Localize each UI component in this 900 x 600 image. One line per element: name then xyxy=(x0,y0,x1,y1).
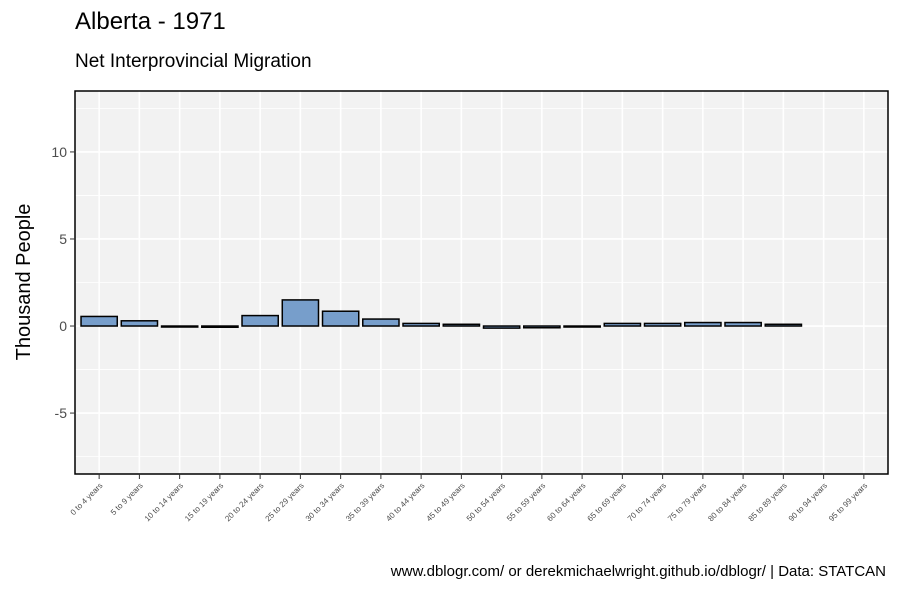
x-tick-label: 5 to 9 years xyxy=(109,481,145,517)
bar-0 xyxy=(80,315,119,327)
x-tick-label: 55 to 59 years xyxy=(505,481,547,523)
x-tick-label: 10 to 14 years xyxy=(143,481,185,523)
bar-2 xyxy=(160,325,199,328)
x-tick-label: 75 to 79 years xyxy=(666,481,708,523)
bar-6 xyxy=(321,310,360,327)
x-tick-label: 90 to 94 years xyxy=(787,481,829,523)
x-tick-label: 35 to 39 years xyxy=(344,481,386,523)
x-tick-label: 0 to 4 years xyxy=(69,481,105,517)
bar-3 xyxy=(201,325,239,328)
y-tick-label: 0 xyxy=(59,318,67,334)
y-tick-label: 5 xyxy=(59,231,67,247)
bar-17 xyxy=(764,323,803,327)
bar-12 xyxy=(563,325,601,328)
bar-1 xyxy=(120,320,159,327)
y-tick-label: 10 xyxy=(51,144,67,160)
x-tick-label: 80 to 84 years xyxy=(706,481,748,523)
bar-16 xyxy=(724,321,762,327)
x-tick-label: 25 to 29 years xyxy=(264,481,306,523)
bar-8 xyxy=(402,322,440,327)
x-tick-label: 40 to 44 years xyxy=(384,481,426,523)
x-tick-label: 85 to 89 years xyxy=(747,481,789,523)
bar-13 xyxy=(603,322,642,327)
bar-5 xyxy=(281,299,320,327)
plot-border xyxy=(74,90,889,475)
bar-11 xyxy=(523,325,561,329)
bar-14 xyxy=(643,322,682,327)
bar-9 xyxy=(442,323,481,327)
bar-7 xyxy=(362,318,400,327)
bars xyxy=(80,299,803,329)
y-tick-label: -5 xyxy=(55,405,68,421)
x-tick-label: 65 to 69 years xyxy=(586,481,628,523)
chart-subtitle: Net Interprovincial Migration xyxy=(75,51,312,72)
x-tick-label: 15 to 19 years xyxy=(183,481,225,523)
x-tick-label: 70 to 74 years xyxy=(626,481,668,523)
x-tick-label: 50 to 54 years xyxy=(465,481,507,523)
x-tick-label: 30 to 34 years xyxy=(304,481,346,523)
bar-15 xyxy=(684,321,722,327)
chart-title: Alberta - 1971 xyxy=(75,8,226,35)
x-tick-label: 95 to 99 years xyxy=(827,481,869,523)
y-axis-label: Thousand People xyxy=(13,204,35,361)
bar-10 xyxy=(482,325,521,329)
x-tick-label: 20 to 24 years xyxy=(223,481,265,523)
y-axis: -5 0 5 10 xyxy=(51,144,75,421)
bar-4 xyxy=(241,314,279,327)
x-tick-label: 60 to 64 years xyxy=(545,481,587,523)
chart-caption: www.dblogr.com/ or derekmichaelwright.gi… xyxy=(390,563,886,580)
x-tick-label: 45 to 49 years xyxy=(425,481,467,523)
